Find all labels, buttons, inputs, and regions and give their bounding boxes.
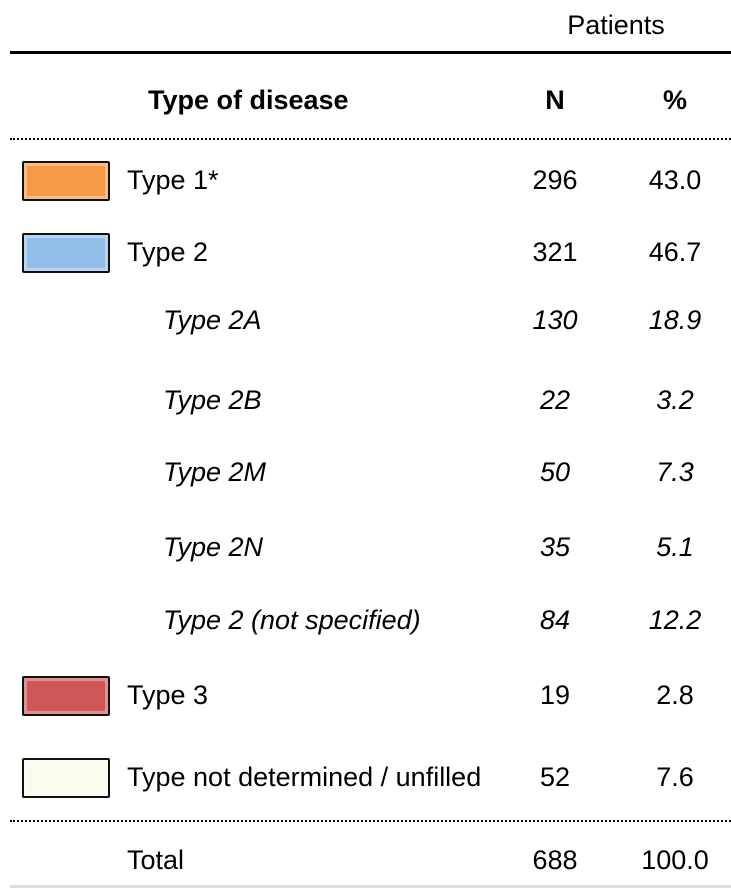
- swatch: [22, 758, 110, 798]
- row-label: Type 2M: [163, 457, 267, 487]
- pct-value: 46.7: [648, 237, 702, 267]
- n-value: 84: [539, 605, 571, 635]
- swatch: [22, 233, 110, 273]
- n-value: 321: [532, 237, 578, 267]
- row-label: Type 2: [127, 237, 209, 267]
- total-rule: [10, 820, 731, 822]
- n-value: 52: [539, 762, 571, 792]
- pct-value: 12.2: [648, 605, 702, 635]
- total-pct: 100.0: [641, 845, 709, 875]
- pct-value: 5.1: [656, 532, 694, 562]
- swatch: [22, 676, 110, 716]
- group-header: Patients: [567, 10, 665, 40]
- pct-value: 18.9: [648, 305, 702, 335]
- column-header: Type of disease: [148, 85, 349, 115]
- n-value: 50: [539, 457, 571, 487]
- row-label: Type 2A: [163, 305, 262, 335]
- n-value: 296: [532, 165, 578, 195]
- column-header: %: [662, 85, 687, 115]
- pct-value: 43.0: [648, 165, 702, 195]
- total-label: Total: [127, 845, 185, 875]
- pct-value: 7.3: [656, 457, 694, 487]
- top-rule: [10, 51, 731, 54]
- row-label: Type 3: [127, 680, 209, 710]
- pct-value: 2.8: [656, 680, 694, 710]
- column-header: N: [545, 85, 565, 115]
- header-rule: [10, 138, 731, 140]
- pct-value: 7.6: [656, 762, 694, 792]
- n-value: 35: [539, 532, 571, 562]
- bottom-rule: [10, 885, 731, 888]
- row-label: Type 2 (not specified): [163, 605, 421, 635]
- swatch: [22, 161, 110, 201]
- n-value: 130: [532, 305, 578, 335]
- row-label: Type 2N: [163, 532, 264, 562]
- n-value: 19: [539, 680, 571, 710]
- row-label: Type 1*: [127, 165, 219, 195]
- total-n: 688: [532, 845, 578, 875]
- row-label: Type not determined / unfilled: [127, 762, 482, 792]
- pct-value: 3.2: [656, 385, 694, 415]
- n-value: 22: [539, 385, 571, 415]
- row-label: Type 2B: [163, 385, 262, 415]
